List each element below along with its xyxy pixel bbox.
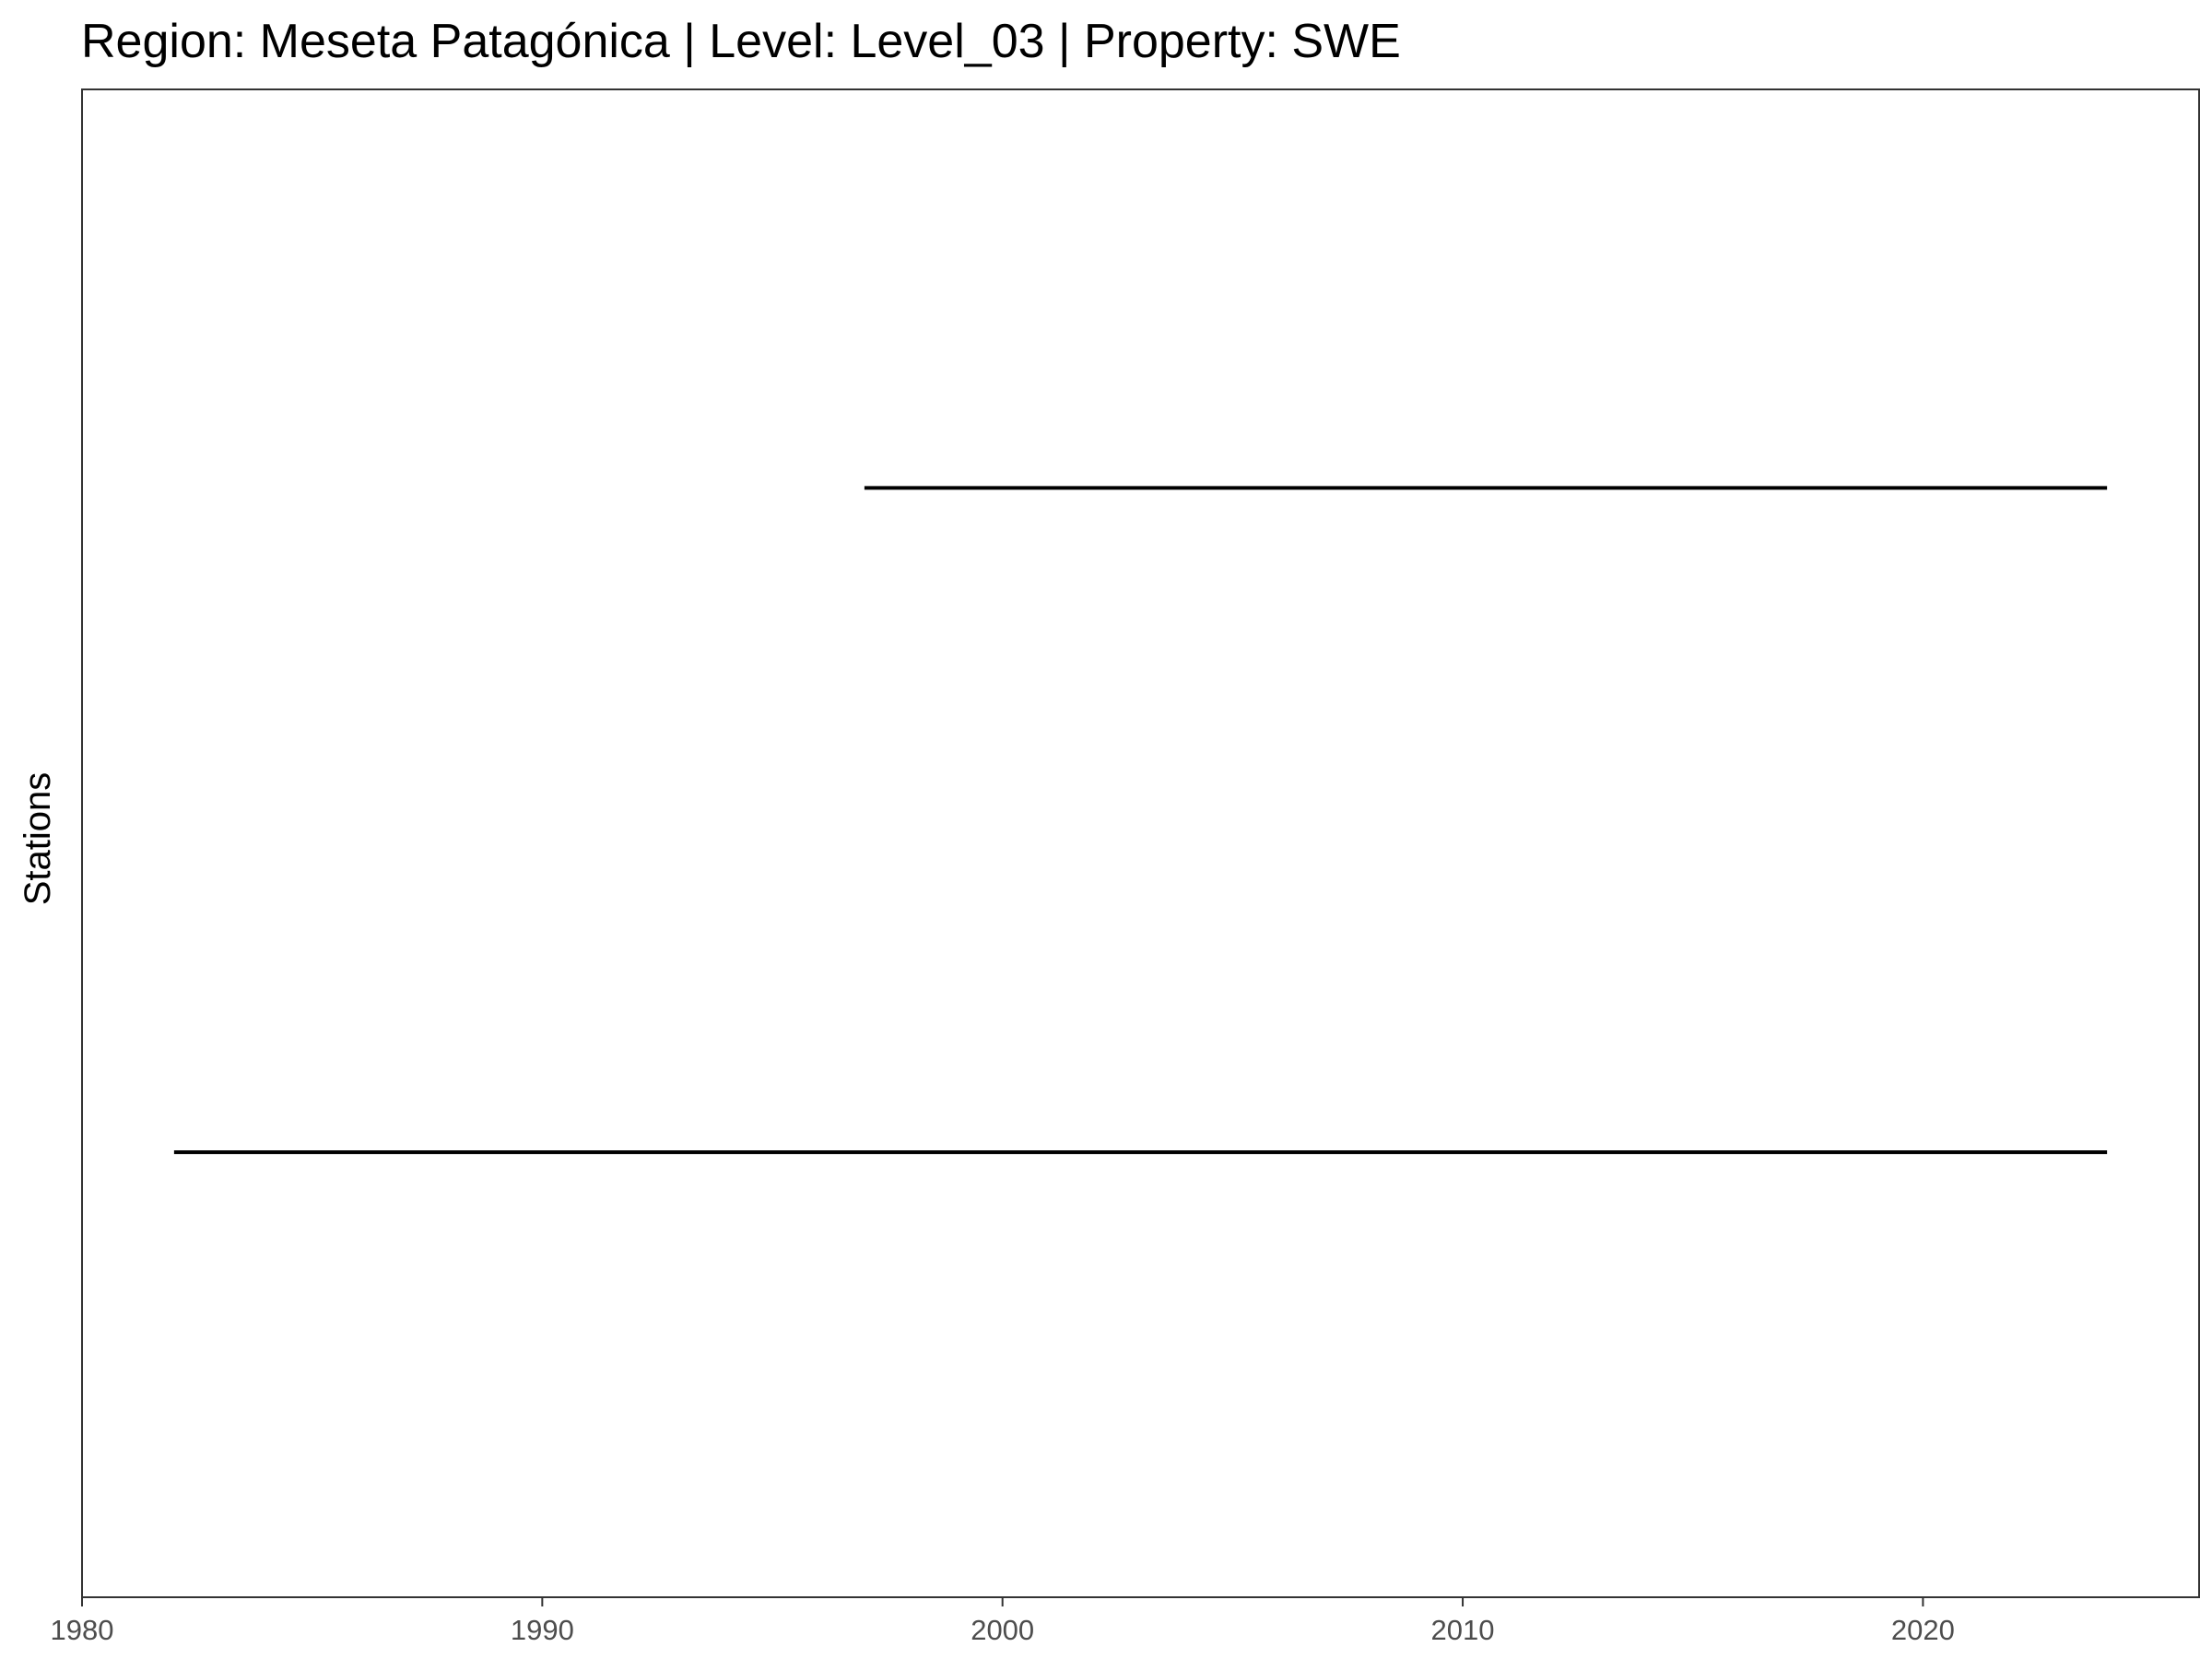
y-axis-label: Stations — [18, 772, 58, 906]
x-tick-label-1990: 1990 — [511, 1614, 574, 1646]
series-layer — [173, 486, 2108, 1155]
x-tick-label-2010: 2010 — [1431, 1614, 1495, 1646]
x-axis: 1980 1990 2000 2010 2020 — [51, 1597, 1955, 1646]
chart-title: Region: Meseta Patagónica | Level: Level… — [81, 15, 1401, 68]
x-tick-label-1980: 1980 — [51, 1614, 114, 1646]
x-tick-label-2000: 2000 — [971, 1614, 1034, 1646]
x-tick-label-2020: 2020 — [1891, 1614, 1955, 1646]
plot-panel-border — [81, 88, 2200, 1598]
